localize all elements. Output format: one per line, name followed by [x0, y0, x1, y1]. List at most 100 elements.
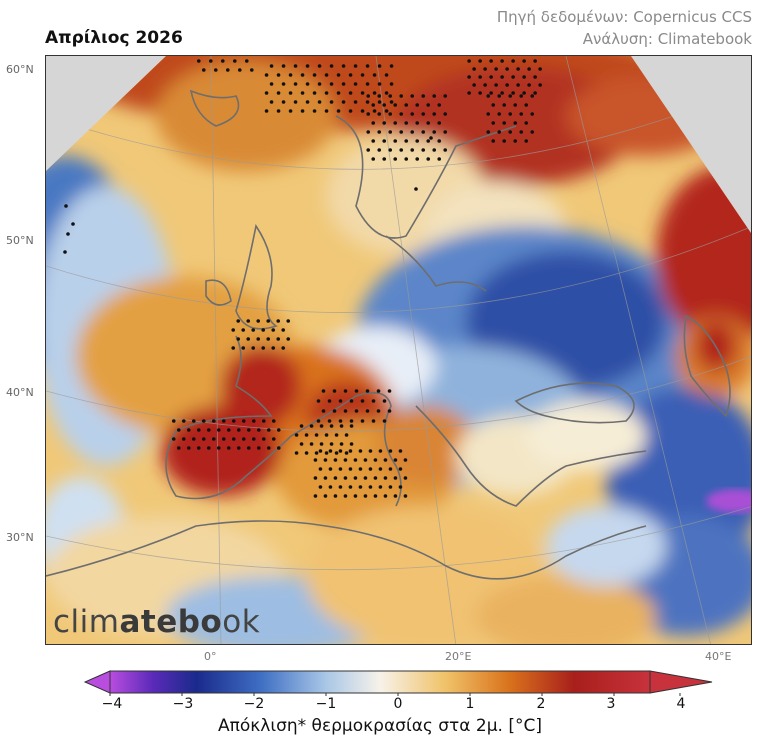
- stipple-dot: [388, 449, 393, 453]
- stipple-dot: [181, 419, 186, 423]
- stipple-dot: [519, 112, 524, 116]
- stipple-dot: [443, 94, 448, 98]
- stipple-dot: [360, 399, 365, 403]
- stipple-dot: [348, 73, 353, 77]
- stipple-dot: [353, 100, 358, 104]
- significance-stippling: [63, 59, 542, 498]
- stipple-dot: [522, 75, 526, 79]
- stipple-dot: [313, 494, 318, 498]
- stipple-dot: [281, 64, 286, 68]
- stipple-dot: [171, 437, 176, 441]
- stipple-dot: [171, 419, 176, 423]
- stipple-dot: [443, 130, 448, 134]
- stipple-dot: [318, 485, 323, 489]
- stipple-dot: [388, 148, 393, 152]
- stipple-dot: [354, 389, 359, 393]
- stipple-dot: [344, 451, 349, 455]
- stipple-dot: [410, 112, 415, 116]
- stipple-dot: [256, 446, 261, 450]
- stipple-dot: [329, 442, 334, 446]
- stipple-dot: [472, 83, 476, 87]
- stipple-dot: [281, 82, 286, 86]
- stipple-dot: [64, 204, 68, 208]
- stipple-dot: [371, 121, 376, 125]
- stipple-dot: [513, 121, 518, 125]
- stipple-dot: [201, 68, 206, 72]
- stipple-dot: [360, 419, 365, 423]
- stipple-dot: [378, 449, 383, 453]
- stipple-dot: [266, 337, 271, 341]
- stipple-dot: [353, 82, 358, 86]
- stipple-dot: [324, 73, 329, 77]
- stipple-dot: [389, 100, 394, 104]
- stipple-dot: [211, 437, 216, 441]
- lat-label-50n: 50°N: [6, 234, 34, 247]
- stipple-dot: [314, 451, 319, 455]
- stipple-dot: [383, 476, 388, 480]
- stipple-dot: [426, 121, 431, 125]
- stipple-dot: [66, 232, 70, 236]
- stipple-dot: [241, 346, 246, 350]
- stipple-dot: [186, 446, 191, 450]
- stipple-dot: [317, 64, 322, 68]
- stipple-dot: [483, 67, 487, 71]
- stipple-dot: [372, 109, 377, 113]
- stipple-dot: [393, 121, 398, 125]
- stipple-dot: [256, 337, 261, 341]
- stipple-dot: [336, 73, 341, 77]
- stipple-dot: [393, 494, 398, 498]
- stipple-dot: [383, 458, 388, 462]
- stipple-dot: [348, 91, 353, 95]
- stipple-dot: [478, 91, 482, 95]
- stipple-dot: [266, 428, 271, 432]
- stipple-dot: [533, 91, 537, 95]
- stipple-dot: [443, 112, 448, 116]
- stipple-dot: [271, 346, 276, 350]
- stipple-dot: [221, 419, 226, 423]
- stipple-dot: [312, 109, 317, 113]
- stipple-dot: [383, 494, 388, 498]
- stipple-dot: [393, 157, 398, 161]
- colorbar-tick: 4: [676, 696, 686, 712]
- stipple-dot: [281, 100, 286, 104]
- stipple-dot: [373, 458, 378, 462]
- stipple-dot: [256, 319, 261, 323]
- stipple-dot: [206, 428, 211, 432]
- stipple-dot: [467, 91, 471, 95]
- stipple-dot: [404, 157, 409, 161]
- stipple-dot: [366, 94, 371, 98]
- stipple-dot: [293, 100, 298, 104]
- stipple-dot: [491, 103, 496, 107]
- stipple-dot: [353, 458, 358, 462]
- stipple-dot: [321, 409, 326, 413]
- stipple-dot: [236, 319, 241, 323]
- stipple-dot: [530, 130, 535, 134]
- stipple-dot: [494, 83, 498, 87]
- stipple-dot: [348, 467, 353, 471]
- stipple-dot: [348, 109, 353, 113]
- stipple-dot: [323, 476, 328, 480]
- stipple-dot: [237, 68, 242, 72]
- stipple-dot: [288, 109, 293, 113]
- stipple-dot: [358, 449, 363, 453]
- stipple-dot: [338, 419, 343, 423]
- stipple-dot: [404, 121, 409, 125]
- stipple-dot: [432, 130, 437, 134]
- stipple-dot: [286, 319, 291, 323]
- stipple-dot: [251, 419, 256, 423]
- stipple-dot: [249, 68, 254, 72]
- stipple-dot: [316, 399, 321, 403]
- stipple-dot: [339, 442, 344, 446]
- stipple-dot: [415, 157, 420, 161]
- stipple-dot: [437, 103, 442, 107]
- stipple-dot: [491, 121, 496, 125]
- colorbar-min-arrow: [83, 670, 111, 694]
- stipple-dot: [329, 100, 334, 104]
- stipple-dot: [225, 68, 230, 72]
- stipple-dot: [388, 94, 393, 98]
- stipple-dot: [305, 100, 310, 104]
- stipple-dot: [236, 446, 241, 450]
- stipple-dot: [410, 130, 415, 134]
- colorbar-tick: 1: [465, 696, 475, 712]
- stipple-dot: [348, 485, 353, 489]
